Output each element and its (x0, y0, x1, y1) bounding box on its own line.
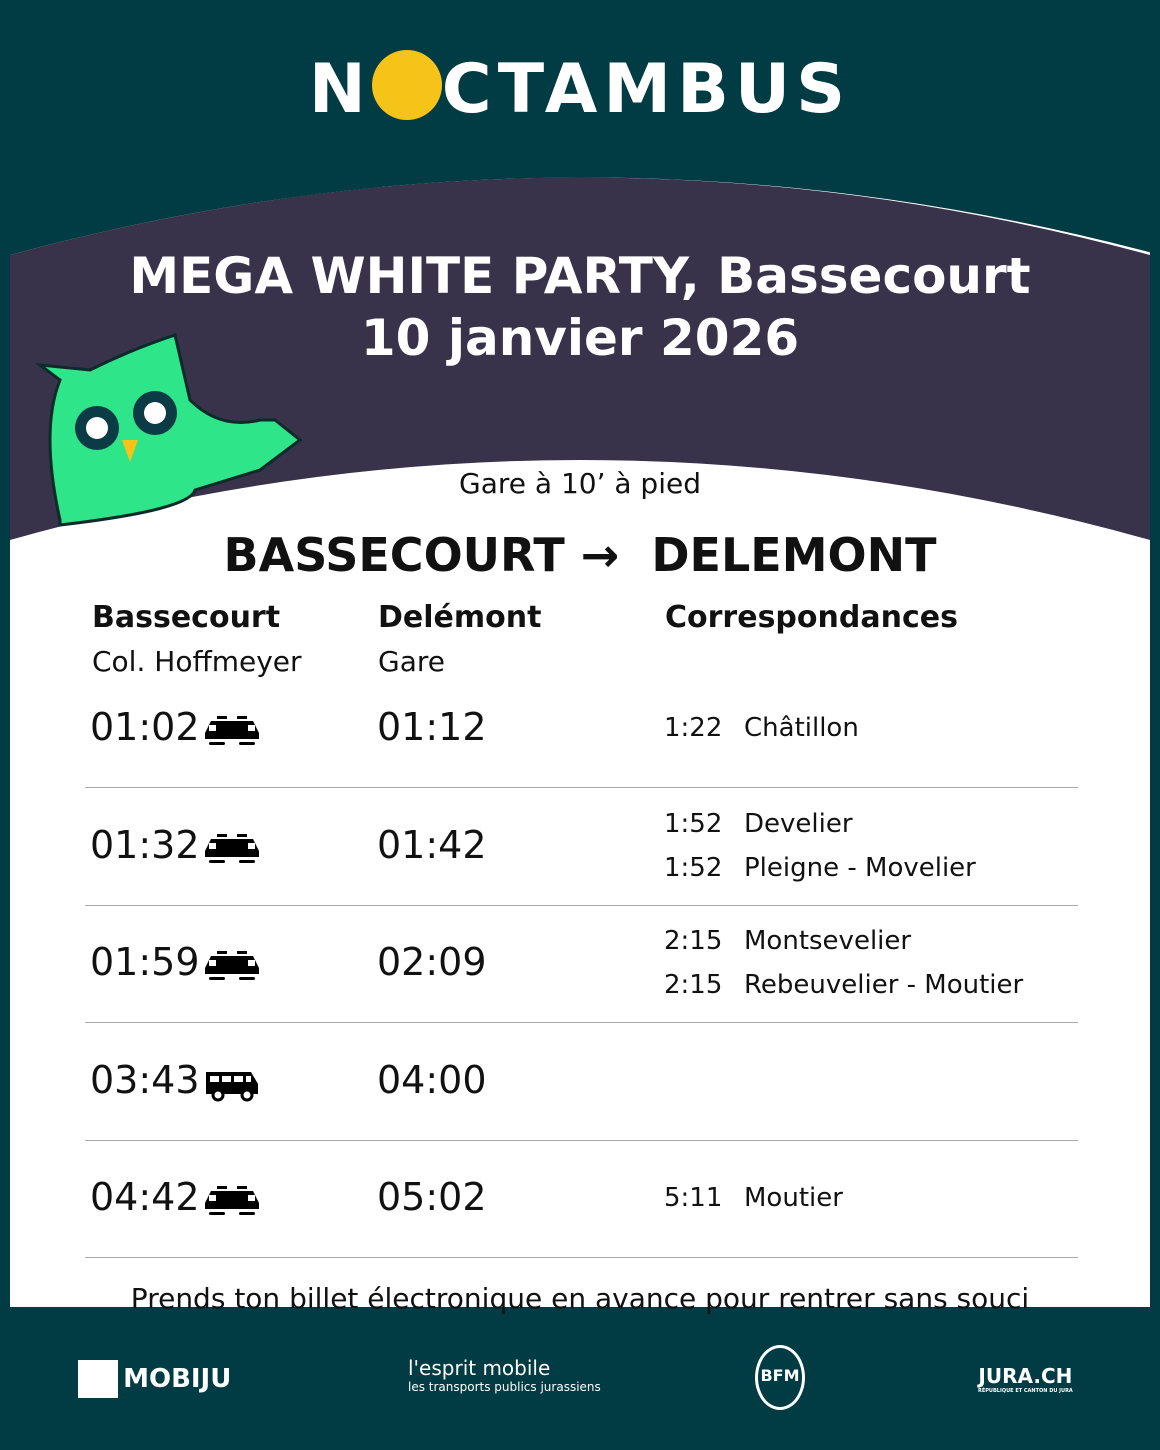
event-name: MEGA WHITE PARTY, Bassecourt (129, 247, 1031, 305)
owl-mascot-icon (34, 333, 303, 527)
row-divider (85, 904, 1078, 906)
depart-time: 04:42 (90, 1175, 200, 1219)
mobiju-logo: MOBIJU (78, 1360, 231, 1398)
jura-logo: JURA.CH RÉPUBLIQUE ET CANTON DU JURA (978, 1364, 1073, 1394)
depart-time: 03:43 (90, 1057, 200, 1102)
walk-note: Gare à 10’ à pied (459, 467, 701, 500)
train-icon (203, 833, 261, 867)
train-icon (203, 715, 261, 749)
connection: 1:22 Châtillon (664, 713, 859, 743)
arrive-time: 01:12 (377, 705, 487, 749)
arrive-time: 02:09 (377, 940, 487, 984)
row-divider (85, 787, 1078, 788)
connection: 2:15 Montsevelier (664, 926, 912, 956)
connection: 1:52 Develier (664, 808, 853, 839)
bus-icon (203, 1068, 261, 1102)
event-title: MEGA WHITE PARTY, Bassecourt 10 janvier … (0, 245, 1160, 369)
route-heading: BASSECOURT → DELEMONT (223, 528, 937, 582)
esprit-mobile-logo: l'esprit mobile les transports publics j… (408, 1356, 601, 1394)
row-divider (85, 1022, 1078, 1023)
depart-time: 01:02 (90, 705, 200, 749)
col-header-origin: Bassecourt (92, 600, 281, 635)
arrive-time: 04:00 (377, 1057, 487, 1102)
arrive-time: 05:02 (377, 1175, 487, 1219)
depart-time: 01:59 (90, 940, 200, 984)
col-header-connections: Correspondances (665, 600, 958, 635)
connection: 5:11 Moutier (664, 1183, 843, 1213)
connection: 2:15 Rebeuvelier - Moutier (664, 970, 1024, 1000)
train-icon (203, 950, 261, 984)
depart-time: 01:32 (90, 822, 200, 867)
footer-note: Prends ton billet électronique en avance… (130, 1282, 1030, 1315)
train-icon (203, 1185, 261, 1219)
connection: 1:52 Pleigne - Movelier (664, 852, 976, 883)
col-sub-origin: Col. Hoffmeyer (92, 645, 302, 678)
bfm-logo: BFM (755, 1345, 805, 1410)
row-divider (85, 1139, 1078, 1141)
col-header-destination: Delémont (378, 600, 542, 635)
arrow-icon: → (580, 528, 620, 582)
col-sub-destination: Gare (378, 645, 445, 678)
row-divider (85, 1257, 1078, 1258)
event-date: 10 janvier 2026 (360, 309, 800, 367)
owl-logo-icon (371, 50, 442, 120)
noctambus-logo: N CTAMBUS (308, 50, 852, 129)
arrive-time: 01:42 (377, 822, 487, 867)
